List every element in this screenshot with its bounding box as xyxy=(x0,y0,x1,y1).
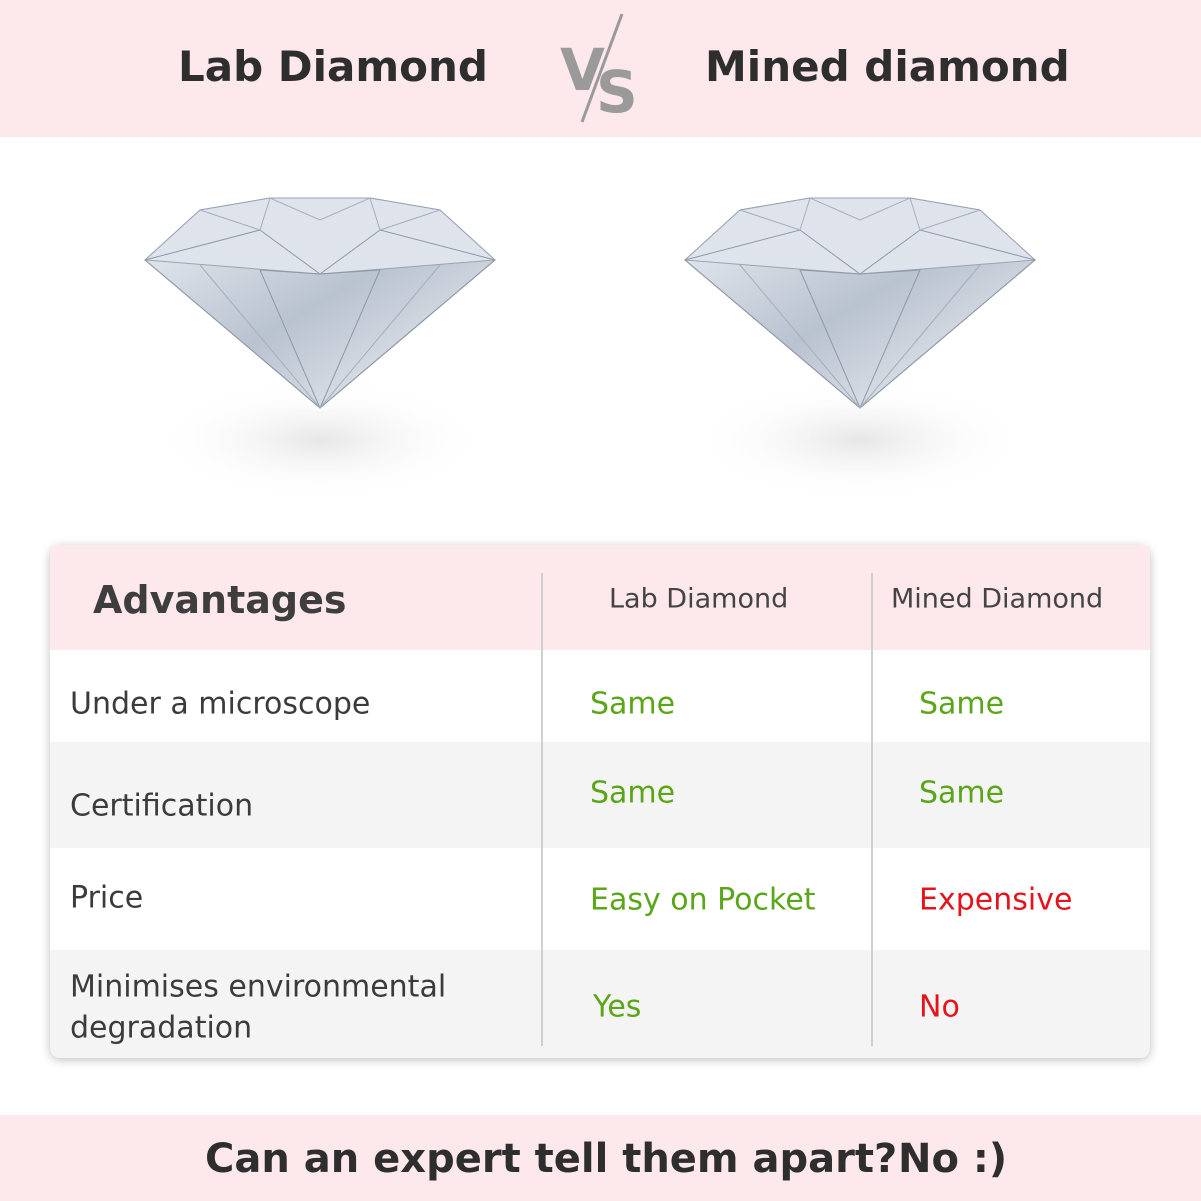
header-mined-diamond: Mined Diamond xyxy=(891,583,1104,615)
mined-value: Expensive xyxy=(919,882,1073,918)
lab-diamond-image xyxy=(143,197,497,500)
column-divider xyxy=(541,573,543,1046)
comparison-table: Advantages Lab Diamond Mined Diamond Und… xyxy=(50,545,1150,1058)
lab-value: Same xyxy=(590,775,676,811)
svg-text:V: V xyxy=(560,36,605,104)
row-label: Price xyxy=(70,880,144,916)
row-label: Certification xyxy=(70,788,254,824)
vs-logo: V S xyxy=(558,10,642,126)
header-lab-diamond: Lab Diamond xyxy=(609,583,789,615)
table-row xyxy=(50,950,1150,1058)
table-row xyxy=(50,742,1150,848)
right-title: Mined diamond xyxy=(705,42,1070,91)
table-row xyxy=(50,650,1150,742)
footer-answer: No :) xyxy=(898,1136,1008,1182)
column-divider xyxy=(871,573,873,1046)
lab-value: Yes xyxy=(593,989,642,1025)
row-label-line2: degradation xyxy=(70,1010,253,1046)
footer-question: Can an expert tell them apart? xyxy=(205,1136,898,1182)
table-header-row xyxy=(50,545,1150,650)
header-advantages: Advantages xyxy=(93,578,347,622)
row-label: Under a microscope xyxy=(70,686,371,722)
mined-diamond-image xyxy=(683,197,1037,500)
mined-value: Same xyxy=(919,686,1005,722)
mined-value: No xyxy=(919,989,960,1025)
left-title: Lab Diamond xyxy=(178,42,488,91)
row-label-line1: Minimises environmental xyxy=(70,969,447,1005)
lab-value: Same xyxy=(590,686,676,722)
mined-value: Same xyxy=(919,775,1005,811)
footer-band xyxy=(0,1115,1201,1201)
lab-value: Easy on Pocket xyxy=(590,882,816,918)
table-row xyxy=(50,848,1150,950)
